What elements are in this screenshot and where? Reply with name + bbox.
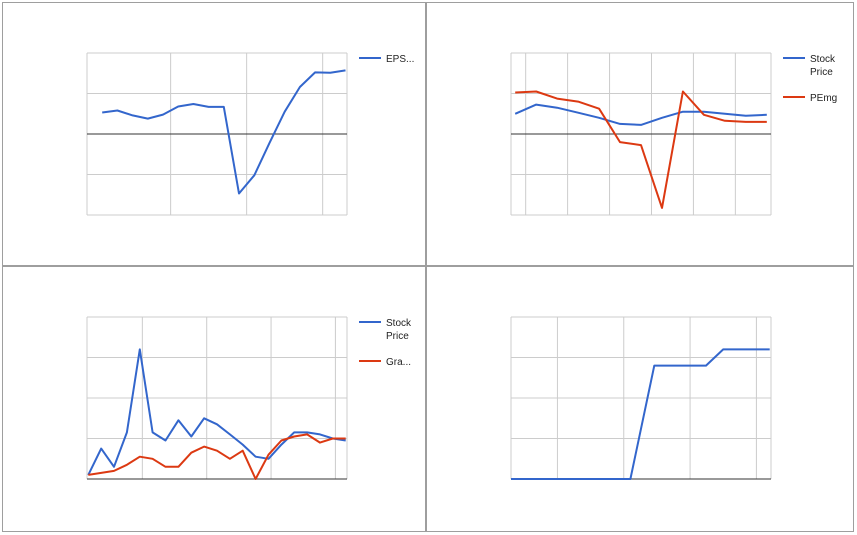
legend-label: Stock Price bbox=[386, 318, 412, 342]
graham-chart: Stock Price Gra... bbox=[86, 316, 412, 480]
series-line-1 bbox=[87, 348, 346, 476]
legend-label: PEmg bbox=[810, 93, 837, 104]
series-line-1 bbox=[102, 69, 346, 195]
series-line-1 bbox=[511, 348, 770, 480]
series-line-1 bbox=[514, 103, 767, 126]
dividend-chart bbox=[510, 316, 772, 480]
price-pemg-chart-panel: Stock Price PEmg bbox=[426, 2, 854, 266]
series-line-2 bbox=[88, 433, 346, 480]
legend-label: EPS... bbox=[386, 54, 414, 65]
legend-label: Gra... bbox=[386, 357, 411, 368]
dividend-chart-panel bbox=[426, 266, 854, 532]
series-line-2 bbox=[515, 90, 767, 209]
epsmg-chart: EPS... bbox=[86, 52, 414, 216]
legend-label: Stock Price bbox=[810, 54, 836, 78]
price-pemg-chart: Stock Price PEmg bbox=[510, 52, 837, 216]
graham-chart-panel: Stock Price Gra... bbox=[2, 266, 426, 532]
epsmg-chart-panel: EPS... bbox=[2, 2, 426, 266]
